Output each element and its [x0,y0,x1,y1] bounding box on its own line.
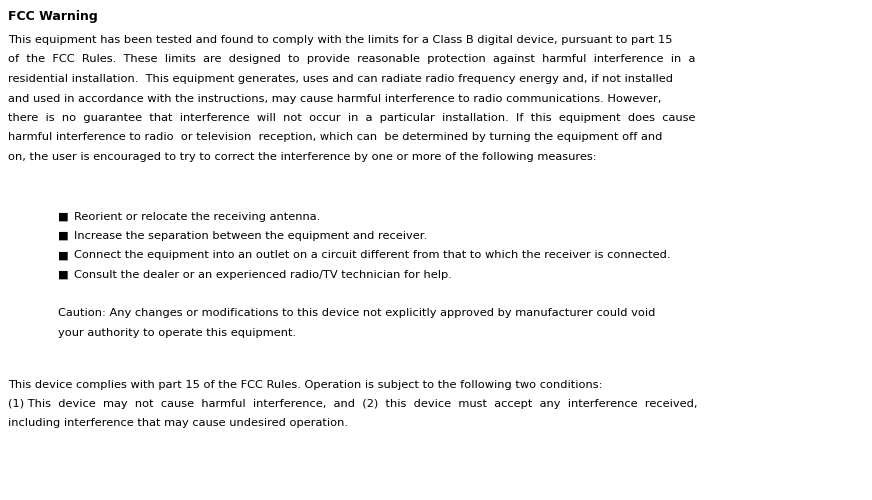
Text: there  is  no  guarantee  that  interference  will  not  occur  in  a  particula: there is no guarantee that interference … [8,113,696,123]
Text: FCC Warning: FCC Warning [8,10,98,23]
Text: This equipment has been tested and found to comply with the limits for a Class B: This equipment has been tested and found… [8,35,672,45]
Text: (1) This  device  may  not  cause  harmful  interference,  and  (2)  this  devic: (1) This device may not cause harmful in… [8,399,698,409]
Text: on, the user is encouraged to try to correct the interference by one or more of : on, the user is encouraged to try to cor… [8,152,596,162]
Text: ■: ■ [58,250,69,260]
Text: harmful interference to radio  or television  reception, which can  be determine: harmful interference to radio or televis… [8,132,663,142]
Text: residential installation.  This equipment generates, uses and can radiate radio : residential installation. This equipment… [8,74,673,84]
Text: your authority to operate this equipment.: your authority to operate this equipment… [58,328,296,338]
Text: Connect the equipment into an outlet on a circuit different from that to which t: Connect the equipment into an outlet on … [74,250,671,260]
Text: of  the  FCC  Rules.  These  limits  are  designed  to  provide  reasonable  pro: of the FCC Rules. These limits are desig… [8,54,695,64]
Text: ■: ■ [58,231,69,241]
Text: Reorient or relocate the receiving antenna.: Reorient or relocate the receiving anten… [74,212,320,222]
Text: Caution: Any changes or modifications to this device not explicitly approved by : Caution: Any changes or modifications to… [58,308,656,318]
Text: and used in accordance with the instructions, may cause harmful interference to : and used in accordance with the instruct… [8,94,661,104]
Text: Consult the dealer or an experienced radio/TV technician for help.: Consult the dealer or an experienced rad… [74,270,452,280]
Text: This device complies with part 15 of the FCC Rules. Operation is subject to the : This device complies with part 15 of the… [8,380,603,390]
Text: including interference that may cause undesired operation.: including interference that may cause un… [8,418,348,428]
Text: ■: ■ [58,212,69,222]
Text: Increase the separation between the equipment and receiver.: Increase the separation between the equi… [74,231,427,241]
Text: ■: ■ [58,270,69,280]
